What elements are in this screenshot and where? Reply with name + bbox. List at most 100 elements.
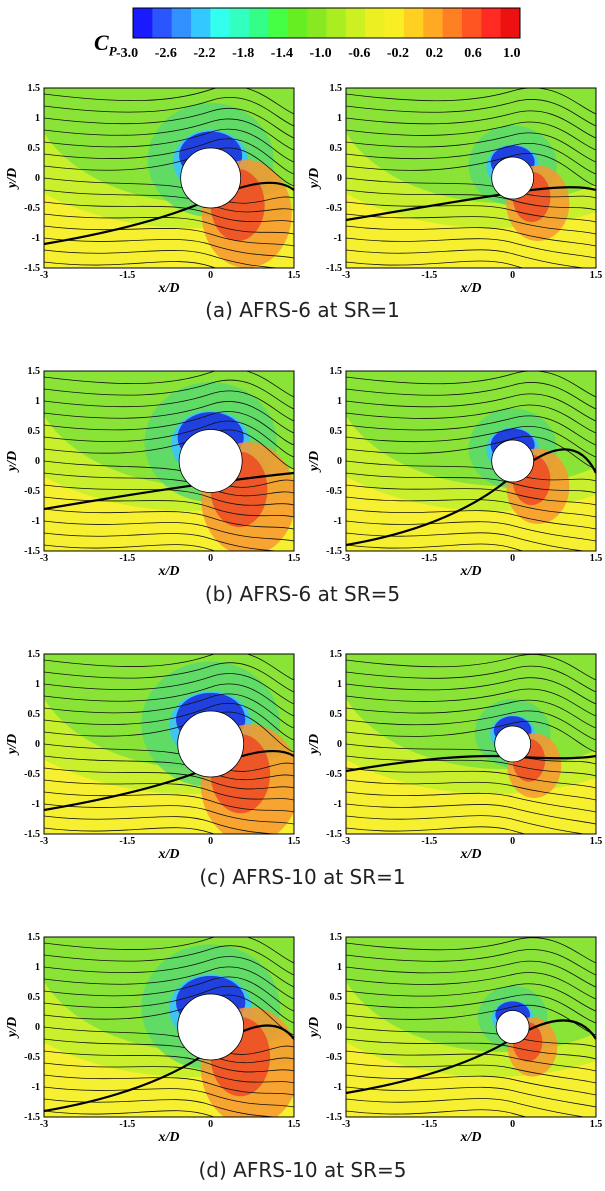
x-axis-label: x/D xyxy=(460,847,482,860)
y-tick-label: -1.5 xyxy=(326,1112,342,1123)
colorbar-swatch xyxy=(229,8,250,38)
y-tick-label: 1 xyxy=(337,962,342,973)
streamlines xyxy=(346,654,596,834)
colorbar-tick-label: -2.6 xyxy=(154,46,177,61)
y-tick-label: -1 xyxy=(32,233,40,244)
x-tick-label: 0 xyxy=(510,836,515,847)
y-tick-label: 1 xyxy=(35,113,40,124)
colorbar-tick-label: 1.0 xyxy=(503,46,521,61)
x-tick-label: -1.5 xyxy=(119,553,135,564)
colorbar-swatch xyxy=(191,8,211,38)
x-tick-label: 0 xyxy=(510,553,515,564)
x-tick-label: -3 xyxy=(342,836,350,847)
x-tick-label: 0 xyxy=(510,270,515,281)
y-tick-label: -1.5 xyxy=(24,1112,40,1123)
colorbar-swatch xyxy=(249,8,269,38)
x-tick-label: -3 xyxy=(342,553,350,564)
colorbar-tick-label: -0.2 xyxy=(386,46,410,61)
y-tick-label: 1 xyxy=(337,679,342,690)
y-tick-label: 0.5 xyxy=(330,992,343,1003)
colorbar-tick-label: -2.2 xyxy=(193,46,216,61)
colorbar-swatch xyxy=(500,8,521,38)
contour-plot-a-right: 1.510.50-0.5-1-1.5-3-1.501.5x/Dy/DSR=1 (… xyxy=(307,84,602,294)
y-tick-label: -1 xyxy=(334,1082,342,1093)
cylinder xyxy=(178,429,243,493)
x-tick-label: -1.5 xyxy=(119,836,135,847)
x-tick-label: 1.5 xyxy=(288,270,300,281)
cylinder xyxy=(494,725,532,763)
y-tick-label: 1.5 xyxy=(330,933,343,943)
y-tick-label: -1 xyxy=(334,799,342,810)
colorbar-swatch xyxy=(326,8,347,38)
contour-plot-a-left: 1.510.50-0.5-1-1.5-3-1.501.5x/Dy/DSR=1 (… xyxy=(5,84,300,294)
y-tick-label: 0.5 xyxy=(28,992,41,1003)
x-tick-label: 1.5 xyxy=(590,553,602,564)
y-tick-label: -0.5 xyxy=(326,486,342,497)
cp-colorbar xyxy=(132,7,521,39)
y-tick-label: -1.5 xyxy=(24,546,40,557)
y-tick-label: 1 xyxy=(337,396,342,407)
y-tick-label: 0 xyxy=(337,739,342,750)
streamlines xyxy=(346,88,596,268)
x-tick-label: 0 xyxy=(208,836,213,847)
colorbar-swatch xyxy=(461,8,482,38)
y-tick-label: 1 xyxy=(35,396,40,407)
colorbar-swatch xyxy=(481,8,502,38)
x-axis-label: x/D xyxy=(460,281,482,294)
y-axis-label: y/D xyxy=(5,1017,20,1039)
colorbar-swatch xyxy=(133,8,153,38)
contour-plot-c-left: 1.510.50-0.5-1-1.5-3-1.501.5x/Dy/DSR=1 (… xyxy=(5,650,300,860)
y-tick-label: 0.5 xyxy=(330,709,343,720)
y-axis-label: y/D xyxy=(5,168,20,190)
y-tick-label: -1 xyxy=(334,516,342,527)
y-tick-label: 1.5 xyxy=(28,84,41,94)
cylinder xyxy=(491,156,535,200)
x-axis-label: x/D xyxy=(158,847,180,860)
y-tick-label: 0 xyxy=(35,456,40,467)
x-axis-label: x/D xyxy=(158,281,180,294)
x-axis-label: x/D xyxy=(158,1130,180,1143)
y-tick-label: -0.5 xyxy=(24,486,40,497)
contour-plot-d-left: 1.510.50-0.5-1-1.5-3-1.501.5x/Dy/DSR=5 (… xyxy=(5,933,300,1143)
cylinder xyxy=(177,710,245,778)
y-tick-label: -0.5 xyxy=(24,1052,40,1063)
y-tick-label: -0.5 xyxy=(326,203,342,214)
colorbar-swatch xyxy=(171,8,192,38)
y-tick-label: 0.5 xyxy=(28,709,41,720)
x-axis-label: x/D xyxy=(460,1130,482,1143)
y-tick-label: 1 xyxy=(337,113,342,124)
y-tick-label: -0.5 xyxy=(24,203,40,214)
cp-symbol: CP xyxy=(94,30,117,59)
y-tick-label: -1.5 xyxy=(326,263,342,274)
y-tick-label: -1.5 xyxy=(326,546,342,557)
x-tick-label: -3 xyxy=(40,836,48,847)
contour-plot-c-right: 1.510.50-0.5-1-1.5-3-1.501.5x/Dy/DSR=1 (… xyxy=(307,650,602,860)
y-tick-label: -1.5 xyxy=(24,263,40,274)
y-tick-label: 0.5 xyxy=(330,426,343,437)
y-tick-label: 1.5 xyxy=(330,367,343,377)
y-axis-label: y/D xyxy=(307,168,322,190)
colorbar-swatch xyxy=(152,8,173,38)
x-axis-label: x/D xyxy=(460,564,482,577)
y-axis-label: y/D xyxy=(307,451,322,473)
x-tick-label: -1.5 xyxy=(421,836,437,847)
y-tick-label: 0 xyxy=(35,173,40,184)
y-tick-label: -1.5 xyxy=(326,829,342,840)
colorbar-swatch xyxy=(384,8,405,38)
colorbar-tick-label: -1.0 xyxy=(309,46,332,61)
y-tick-label: -0.5 xyxy=(326,769,342,780)
y-tick-label: 0 xyxy=(337,456,342,467)
y-tick-label: -0.5 xyxy=(326,1052,342,1063)
y-tick-label: 1.5 xyxy=(330,650,343,660)
y-axis-label: y/D xyxy=(307,1017,322,1039)
x-tick-label: -1.5 xyxy=(421,270,437,281)
caption-c: (c) AFRS-10 at SR=1 xyxy=(199,865,406,889)
colorbar-swatch xyxy=(423,8,444,38)
colorbar-swatch xyxy=(442,8,463,38)
x-tick-label: 0 xyxy=(208,1119,213,1130)
contour-plot-d-right: 1.510.50-0.5-1-1.5-3-1.501.5x/Dy/DSR=5 (… xyxy=(307,933,602,1143)
x-tick-label: -3 xyxy=(342,1119,350,1130)
colorbar-tick-label: -0.6 xyxy=(348,46,371,61)
x-tick-label: 1.5 xyxy=(288,553,300,564)
y-tick-label: 0.5 xyxy=(28,143,41,154)
